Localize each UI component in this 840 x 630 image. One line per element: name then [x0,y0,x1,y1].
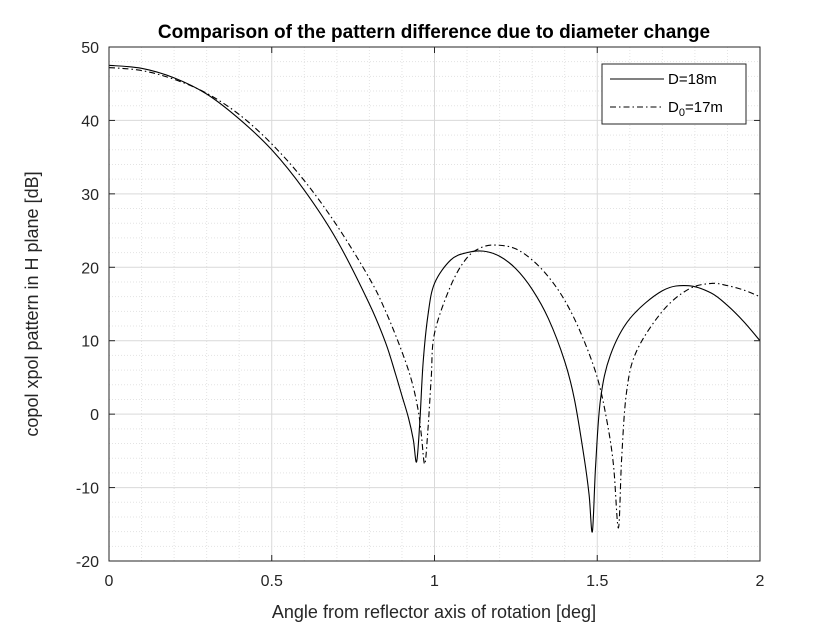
x-axis-label: Angle from reflector axis of rotation [d… [272,602,596,622]
legend-label-d18: D=18m [668,71,717,88]
y-tick-label: -10 [76,481,99,498]
legend-label-d0-17-suffix: =17m [685,99,723,116]
y-tick-label: -20 [76,554,99,571]
y-tick-label: 50 [81,40,99,57]
chart-title: Comparison of the pattern difference due… [158,22,710,43]
legend-label-d0-17-base: D [668,99,679,116]
x-tick-label: 1.5 [586,573,608,590]
y-axis-label: copol xpol pattern in H plane [dB] [22,171,42,436]
legend-box [601,63,747,125]
series-layer [108,64,761,533]
y-tick-label: 20 [81,260,99,277]
x-tick-label: 0 [105,573,114,590]
legend-label-d0-17: D0=17m [668,99,723,119]
series-line-d18 [108,64,761,533]
x-tick-label: 0.5 [261,573,283,590]
x-tick-label: 2 [756,573,765,590]
y-tick-label: 30 [81,187,99,204]
ticks [108,46,761,562]
legend-label-d0-17-subscript: 0 [679,107,685,119]
legend: D=18m D0=17m [601,63,747,125]
tick-labels: 0 0.5 1 1.5 2 -20 -10 0 10 20 30 40 50 [76,40,765,590]
y-tick-label: 0 [90,407,99,424]
x-tick-label: 1 [430,573,439,590]
y-tick-label: 40 [81,113,99,130]
y-tick-label: 10 [81,334,99,351]
series-line-d0-17 [108,67,761,529]
